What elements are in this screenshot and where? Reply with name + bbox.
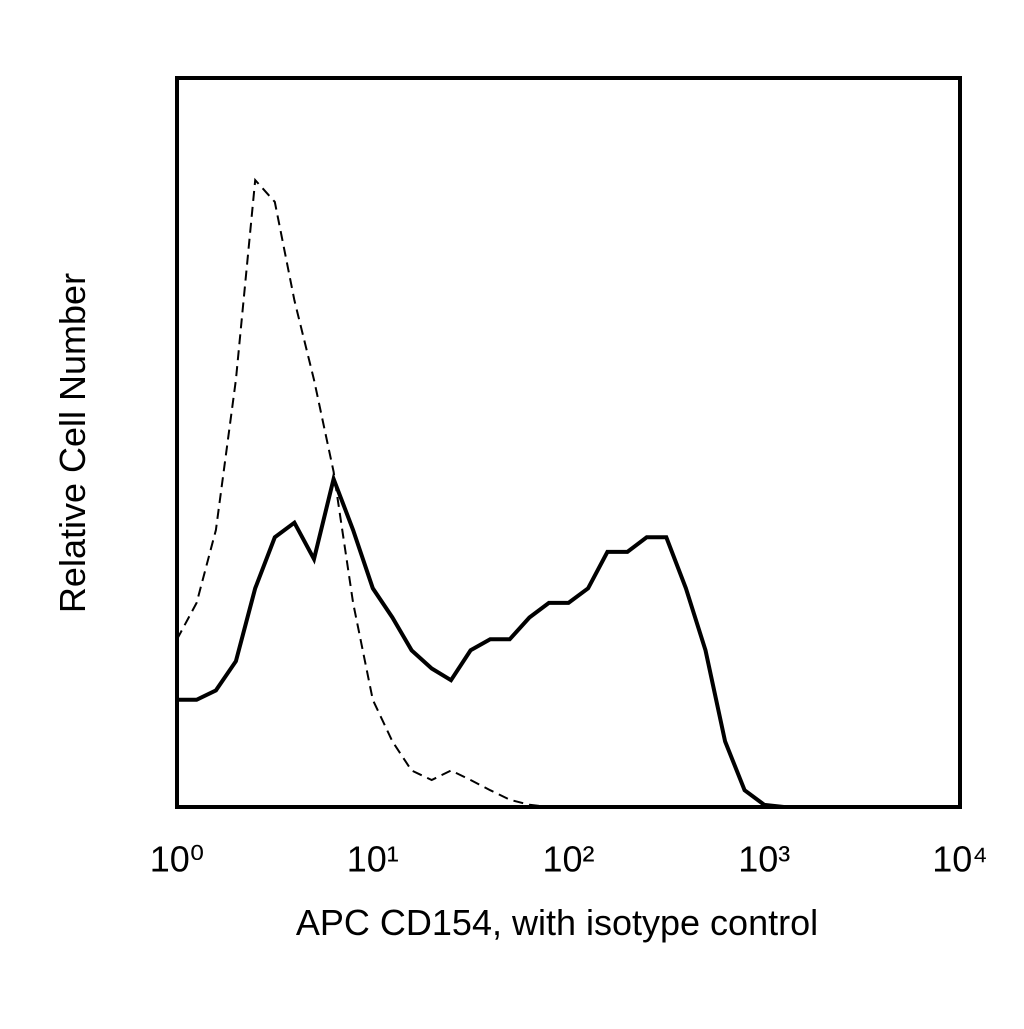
x-tick-label: 10⁴ <box>932 839 988 880</box>
x-tick-label: 10⁰ <box>150 839 204 880</box>
x-axis-label: APC CD154, with isotype control <box>296 902 818 943</box>
plot-frame <box>175 76 962 809</box>
x-tick-label: 10¹ <box>347 839 399 880</box>
x-tick-label: 10³ <box>738 839 790 880</box>
histogram-line <box>177 472 960 809</box>
y-axis-label: Relative Cell Number <box>52 273 93 613</box>
x-tick-label: 10² <box>542 839 594 880</box>
histogram-line <box>176 177 960 808</box>
